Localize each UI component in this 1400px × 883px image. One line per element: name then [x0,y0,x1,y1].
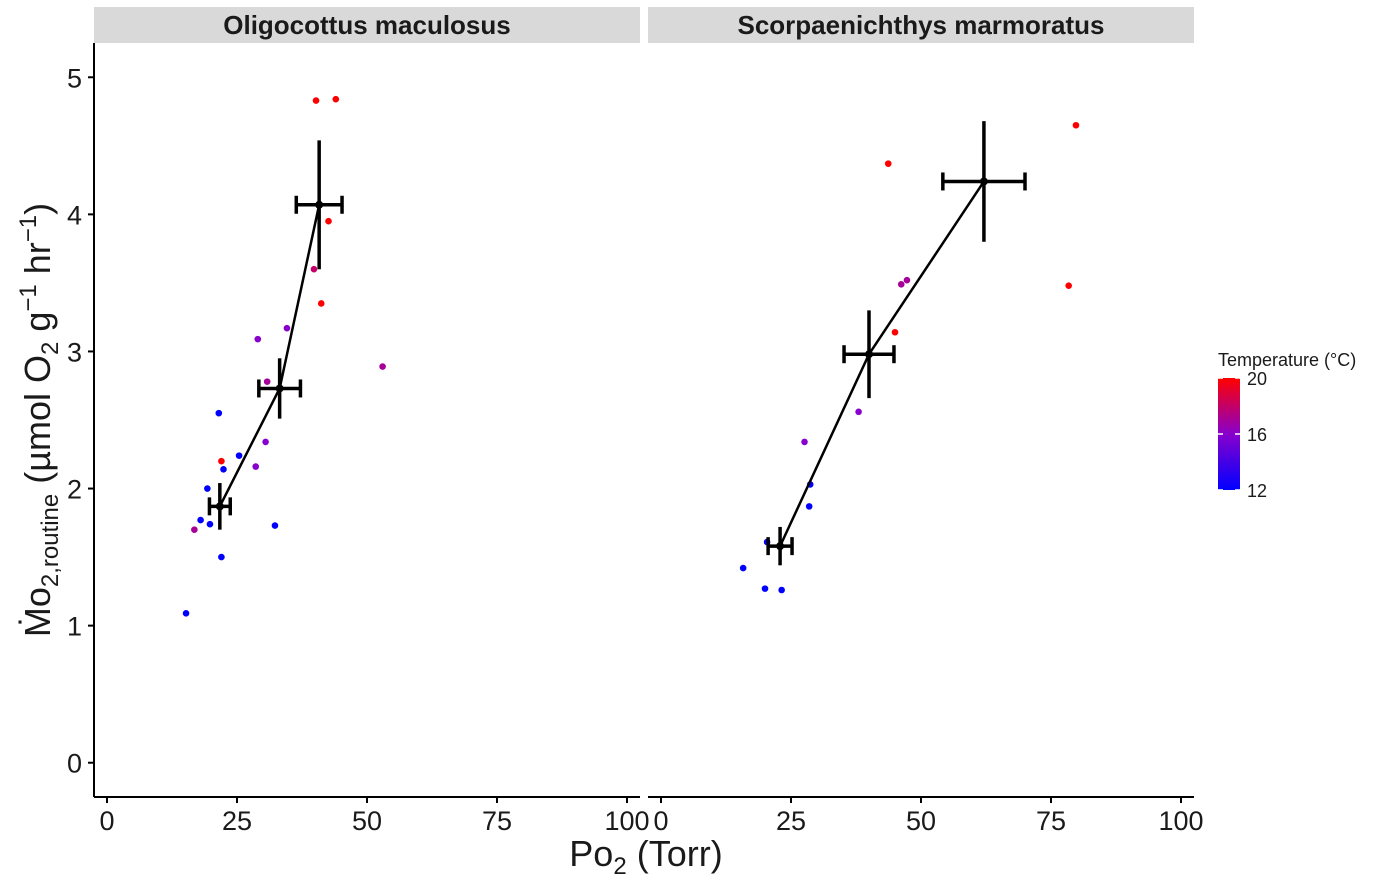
y-axis-title-p2: g [17,312,58,342]
x-ticks-facet-0: 0 25 50 75 100 [99,797,650,836]
legend-colorbar [1218,378,1240,490]
x-tick-label: 50 [906,806,936,836]
x-tick-label: 50 [352,806,382,836]
data-point [1065,282,1072,289]
x-tick-label: 75 [1036,806,1066,836]
x-tick-label: 100 [1158,806,1203,836]
mean-summary-facet-1 [766,121,1027,566]
y-tick-label: 0 [67,749,82,779]
data-point [206,520,214,528]
mean-point [215,502,224,511]
mean-point [979,177,988,186]
data-point [204,485,211,492]
data-point [312,97,320,104]
data-point [325,217,332,225]
x-tick-label: 0 [653,806,668,836]
data-point [903,276,911,284]
data-point [739,564,747,572]
data-point [218,553,225,561]
data-point [218,457,225,465]
y-axis-title-sub: 2,routine [37,494,64,587]
x-axis-title: Po2 (Torr) [569,833,722,880]
data-point [891,328,899,336]
legend-tick-label: 12 [1247,481,1267,501]
data-point [220,466,227,473]
data-point [271,522,279,529]
y-tick-label: 1 [67,612,82,642]
y-axis-title: Ṁo2,routine (µmol O2 g−1 hr−1) [15,203,64,637]
mean-point [776,542,785,551]
x-axis-title-rest: (Torr) [627,833,723,874]
data-point [252,463,260,470]
x-axis-title-sub: 2 [613,853,626,880]
x-ticks-facet-1: 0 25 50 75 100 [653,797,1204,836]
x-axis-title-main: Po [569,833,613,874]
data-point [182,609,190,617]
facet-title-1: Scorpaenichthys marmoratus [737,10,1104,40]
data-point [379,363,386,370]
data-point [801,438,808,446]
mean-point [275,384,284,393]
data-point [310,265,318,273]
legend-tick-label: 20 [1247,369,1267,389]
facet-strip-1 [648,7,1194,43]
data-point [805,503,813,510]
facet-strip-0 [94,7,640,43]
data-point [761,585,769,592]
data-point [262,438,269,446]
data-point [1072,121,1080,129]
y-axis-title-sub2: 2 [37,342,64,355]
data-point [263,378,271,385]
y-ticks: 0 1 2 3 4 5 [67,63,94,779]
data-point [254,335,262,343]
data-points-facet-1 [739,121,1080,594]
mean-trend-line [218,204,321,507]
y-axis-title-sup2: −1 [15,215,42,242]
data-points-facet-0 [182,95,386,617]
data-point [884,160,892,167]
legend-ticks: 12 16 20 [1218,369,1267,501]
data-point [235,452,243,459]
y-tick-label: 4 [67,200,82,230]
mean-trend-line [778,180,985,547]
y-axis-title-main: Ṁo [17,587,58,637]
data-point [317,300,325,307]
x-tick-label: 100 [604,806,649,836]
data-point [855,408,862,416]
data-point [897,280,905,288]
data-point [191,526,198,533]
color-legend: Temperature (°C) 12 16 20 [1218,350,1356,501]
mean-point [315,200,324,209]
y-axis-title-p3: hr [17,242,58,284]
x-tick-label: 0 [99,806,114,836]
y-axis-title-p1: (µmol O [17,355,58,494]
data-point [197,516,204,524]
legend-title: Temperature (°C) [1218,350,1356,370]
data-point [332,95,340,103]
legend-tick-label: 16 [1247,425,1267,445]
data-point [283,324,291,332]
x-tick-label: 75 [482,806,512,836]
mean-point [865,350,873,359]
data-point [778,586,785,594]
mean-summary-facet-0 [207,140,344,530]
y-axis-title-sup1: −1 [15,284,42,311]
y-tick-label: 5 [67,63,82,93]
data-point [215,409,223,417]
x-tick-label: 25 [776,806,806,836]
y-tick-label: 2 [67,475,82,505]
y-axis-title-p4: ) [17,203,58,215]
y-tick-label: 3 [67,337,82,367]
x-tick-label: 25 [222,806,252,836]
facet-title-0: Oligocottus maculosus [223,10,511,40]
